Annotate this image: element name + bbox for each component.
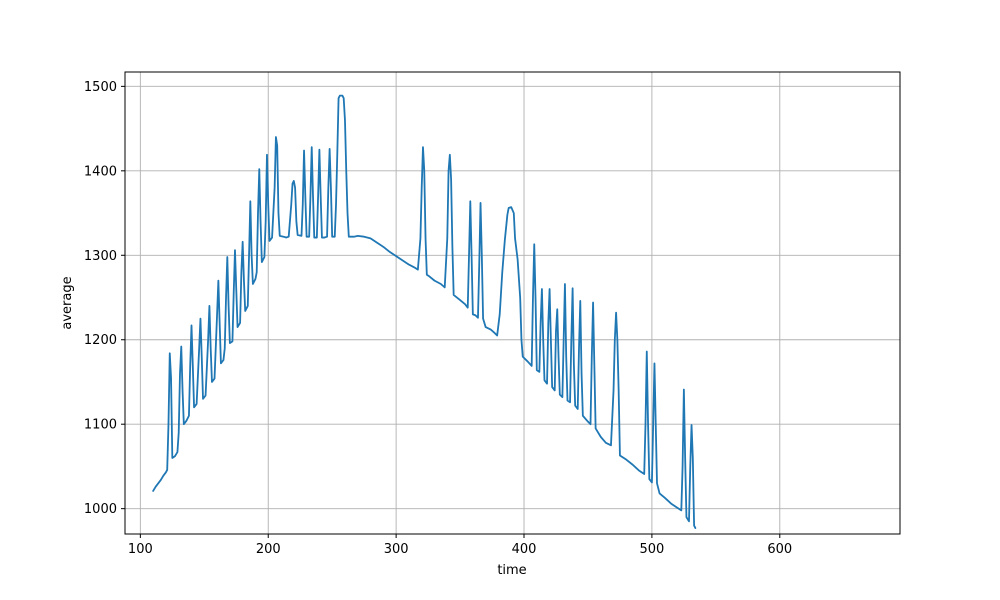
x-tick-label: 500	[639, 542, 664, 557]
ticks: 100 200 300 400 500 600 1000 1100 1200 1300 1400 15…	[84, 80, 792, 557]
x-tick-label: 100	[128, 542, 153, 557]
series	[152, 94, 697, 529]
x-tick-label: 400	[512, 542, 537, 557]
plot-frame	[124, 71, 901, 535]
series-line	[152, 94, 697, 529]
y-tick-label: 1100	[84, 418, 117, 433]
grid	[125, 72, 900, 534]
y-axis-label: average	[60, 276, 75, 329]
y-tick-label: 1300	[84, 249, 117, 264]
y-tick-label: 1000	[84, 502, 117, 517]
x-tick-label: 200	[256, 542, 281, 557]
y-tick-label: 1500	[84, 80, 117, 95]
y-tick-label: 1400	[84, 164, 117, 179]
x-axis-label: time	[497, 563, 526, 578]
x-tick-label: 600	[767, 542, 792, 557]
x-tick-label: 300	[384, 542, 409, 557]
y-tick-label: 1200	[84, 333, 117, 348]
